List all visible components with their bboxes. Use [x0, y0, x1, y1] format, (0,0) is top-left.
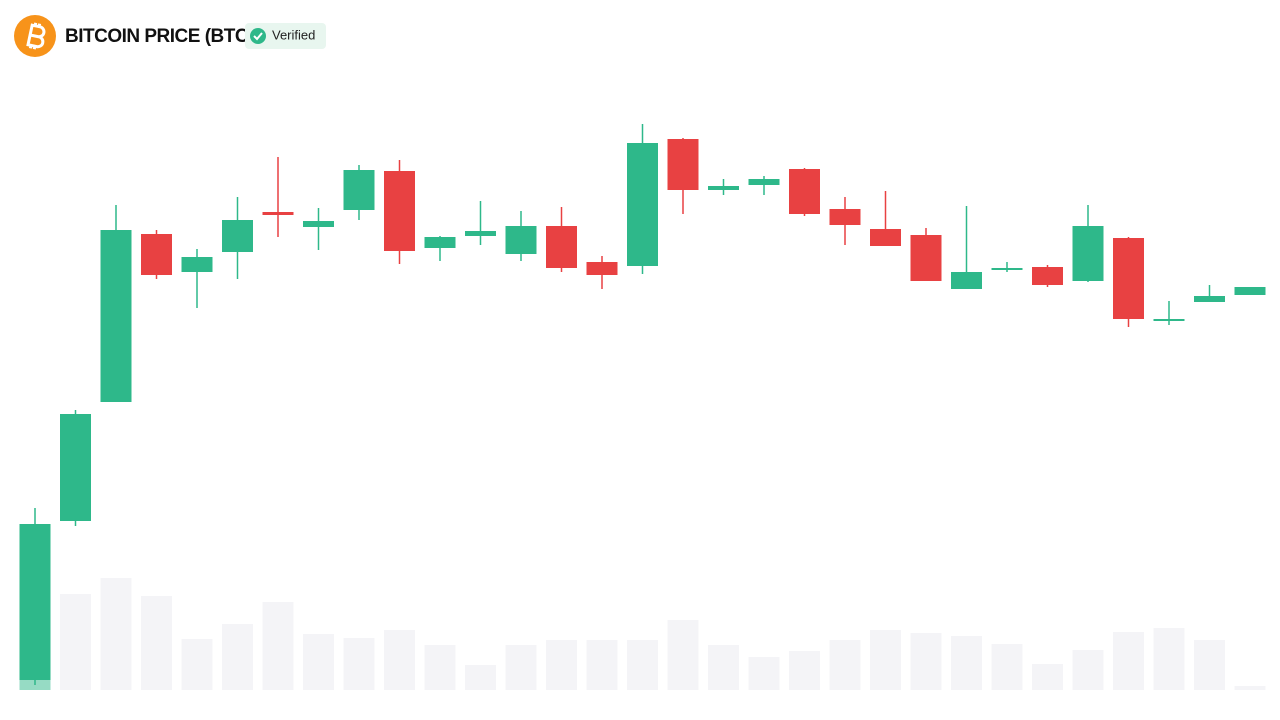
candle-body	[1072, 226, 1104, 281]
plot	[19, 124, 1266, 690]
volume-bar	[1194, 640, 1225, 690]
volume-bar	[789, 651, 820, 690]
candle-body	[667, 139, 699, 190]
volume-bar	[505, 645, 537, 690]
candle-body	[1194, 296, 1225, 302]
volume-bar	[586, 640, 618, 690]
bitcoin-glyph	[26, 22, 46, 50]
badge-check	[250, 28, 266, 44]
volume-bar	[991, 644, 1023, 690]
chart-title: BITCOIN PRICE (BTC)	[65, 26, 254, 47]
candle-body	[465, 231, 496, 236]
candle-body	[343, 170, 375, 210]
candle-body	[829, 209, 861, 225]
volume-bar	[303, 634, 334, 690]
volume-bar	[951, 636, 982, 690]
candle-body	[951, 272, 982, 289]
volume-bar	[424, 645, 456, 690]
badge-bg	[245, 23, 326, 49]
candle-body	[303, 221, 334, 227]
candle-body	[181, 257, 213, 272]
candle-body	[1234, 287, 1266, 295]
volume-bar	[910, 633, 942, 690]
volume-bar	[384, 630, 415, 690]
candle-body	[1153, 319, 1185, 321]
volume-bar	[465, 665, 496, 690]
candle-body	[100, 230, 132, 402]
volume-bar	[343, 638, 375, 690]
badge-tick	[253, 32, 263, 41]
volume-bar	[222, 624, 253, 690]
candle-body	[1113, 238, 1144, 319]
volume-bar	[1153, 628, 1185, 690]
volume-bar	[141, 596, 172, 690]
candle-body	[708, 186, 739, 190]
candle-body	[19, 524, 51, 680]
volume-bar	[627, 640, 658, 690]
candle-body	[586, 262, 618, 275]
candle-body	[910, 235, 942, 281]
volume-bar	[708, 645, 739, 690]
candle-body	[627, 143, 658, 266]
candle-body	[505, 226, 537, 254]
candle-body	[222, 220, 253, 252]
candle-body	[424, 237, 456, 248]
candle-body	[748, 179, 780, 185]
badge: Verified	[272, 27, 315, 42]
volume-bar	[870, 630, 901, 690]
volume-bar	[1113, 632, 1144, 690]
candle-body	[870, 229, 901, 246]
candle-body	[546, 226, 577, 268]
volume-bar	[1072, 650, 1104, 690]
volume-bar	[262, 602, 294, 690]
candle-body	[789, 169, 820, 214]
volume-bar	[748, 657, 780, 690]
candle-body	[991, 268, 1023, 270]
candle-body	[262, 212, 294, 215]
volume-bar	[546, 640, 577, 690]
candle-body	[60, 414, 91, 521]
header: BITCOIN PRICE (BTC) Verified	[14, 15, 326, 57]
candle-body	[1032, 267, 1063, 285]
volume-bar	[667, 620, 699, 690]
volume-bar	[1234, 686, 1266, 690]
volume-bar	[100, 578, 132, 690]
volume-bar	[181, 639, 213, 690]
volume-bar	[60, 594, 91, 690]
volume-bar	[1032, 664, 1063, 690]
candle-body	[141, 234, 172, 275]
candle-body	[384, 171, 415, 251]
volume-bar	[829, 640, 861, 690]
